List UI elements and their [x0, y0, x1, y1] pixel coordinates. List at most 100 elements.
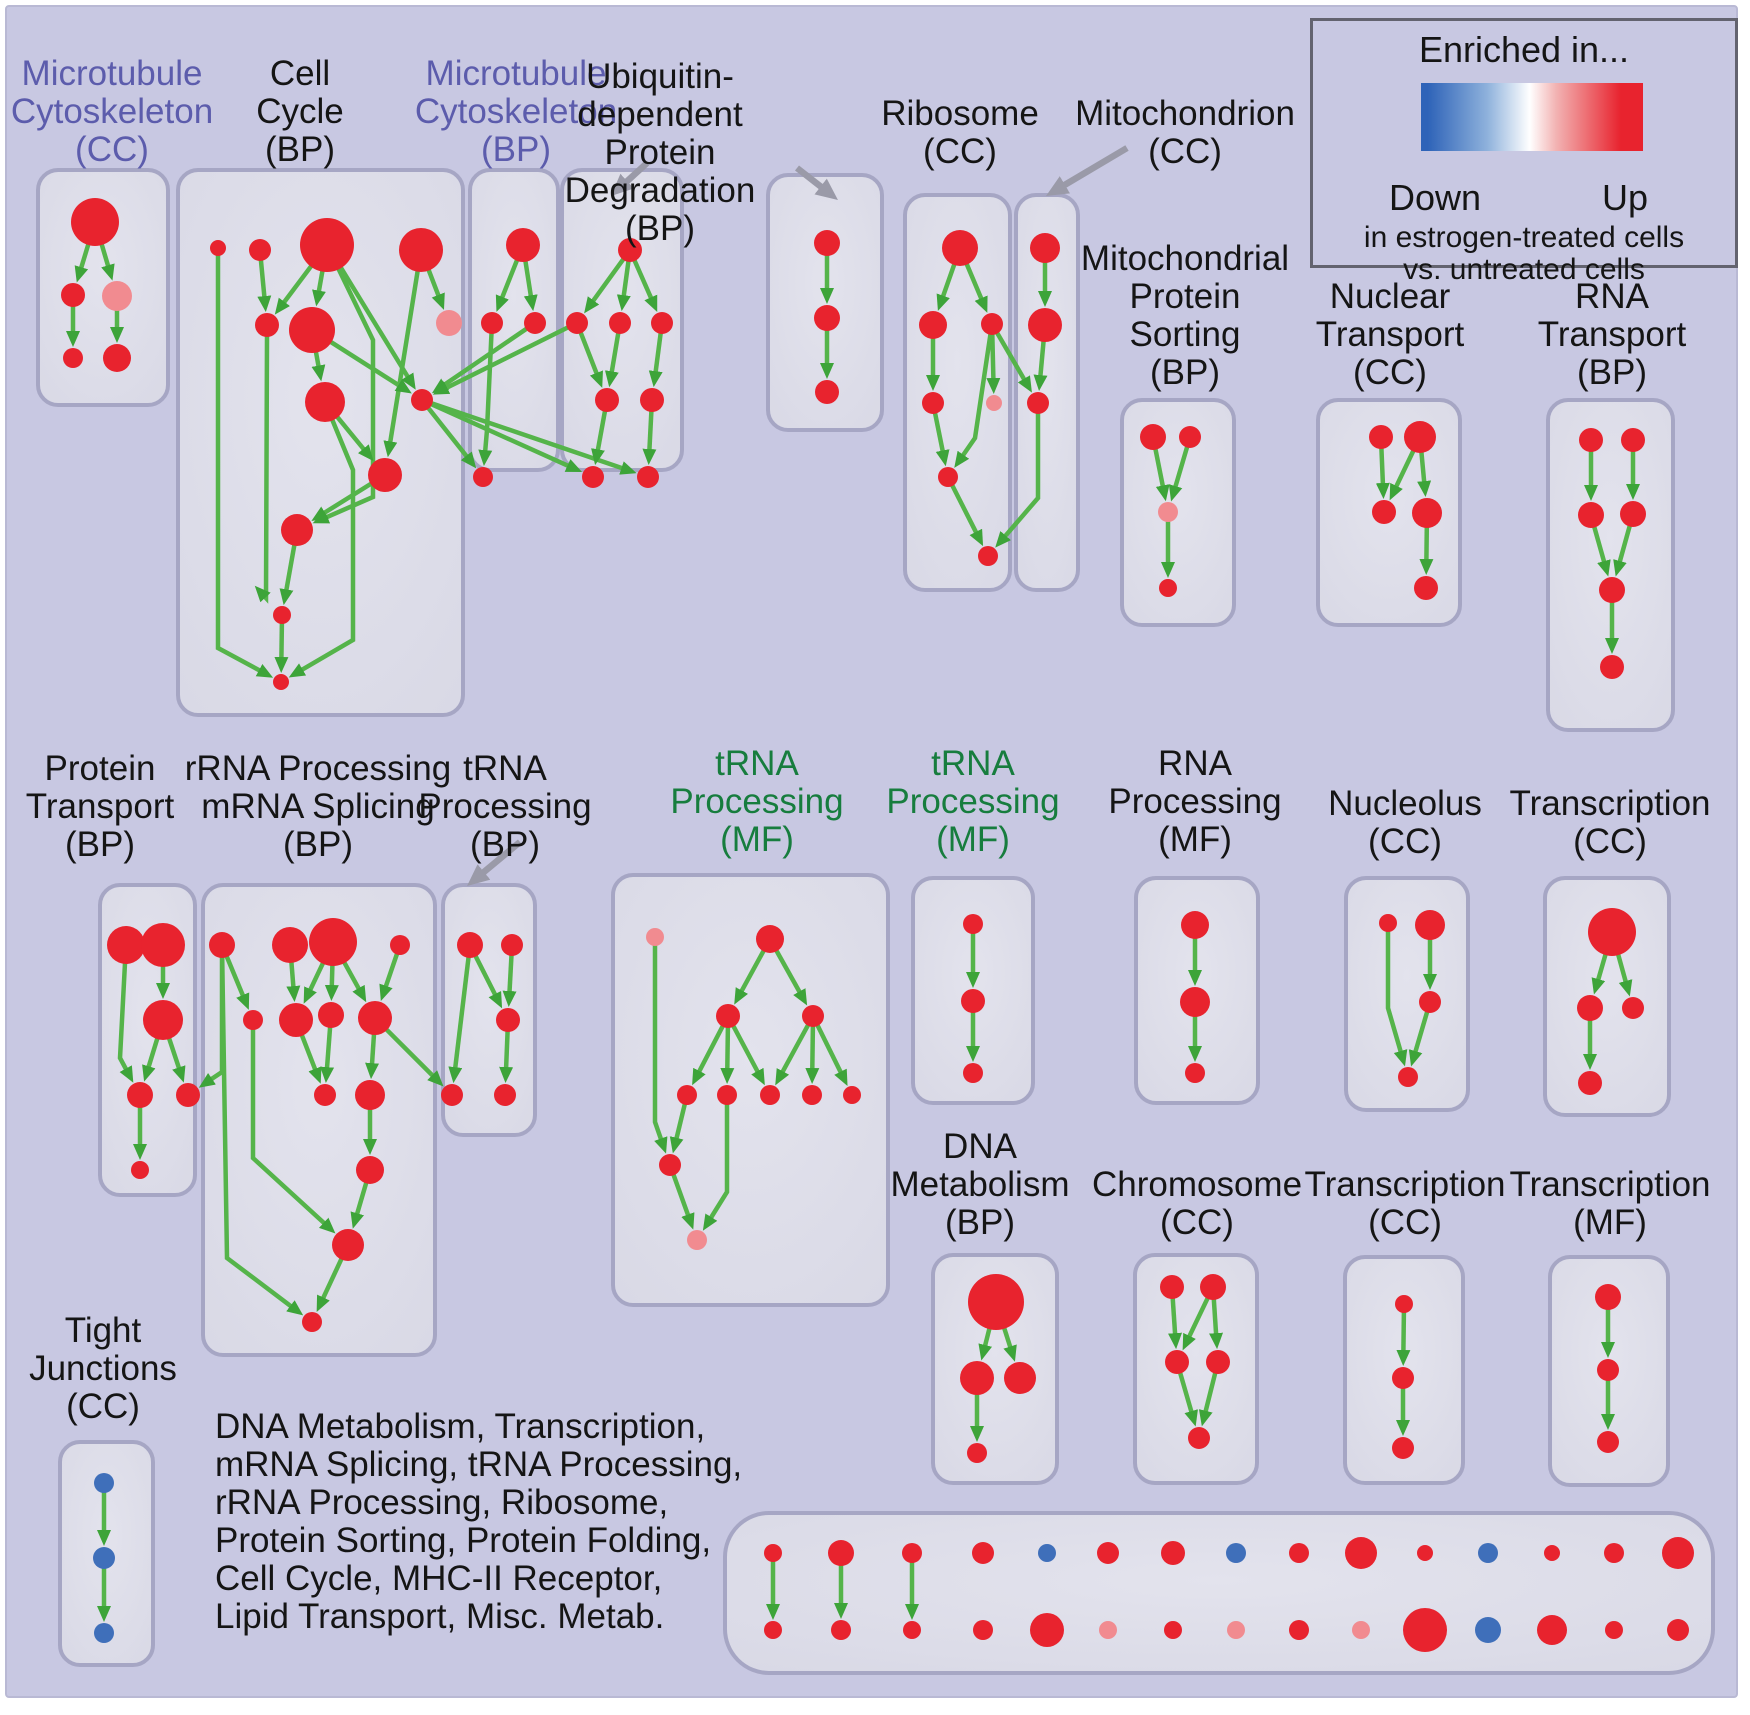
edge-tc2.0-tc2.1 — [1591, 953, 1608, 995]
node-tmf-2 — [1597, 1431, 1619, 1453]
node-bb-11 — [1478, 1543, 1498, 1563]
edge-pt.2-pt.3 — [142, 1037, 160, 1082]
node-rib-0 — [942, 230, 978, 266]
node-rib-3 — [922, 392, 944, 414]
node-bb-2 — [902, 1543, 922, 1563]
node-tmf-1 — [1597, 1359, 1619, 1381]
node-tm2-0 — [963, 914, 983, 934]
node-bb-27 — [1537, 1615, 1567, 1645]
edge-cc.0-cc.12 — [215, 255, 274, 678]
edge-rib.2-mito.2 — [995, 331, 1032, 393]
node-tc2-0 — [1588, 908, 1636, 956]
node-rt-3 — [1620, 501, 1646, 527]
edge-ubiq1.0-ubiq1.3 — [632, 259, 658, 313]
node-rt-0 — [1579, 428, 1603, 452]
edge-rrna.6-rrna.8 — [320, 1026, 335, 1084]
cluster-box-bb — [723, 1511, 1715, 1675]
edge-tc2.0-tc2.2 — [1615, 953, 1633, 997]
edge-ubiq1.4-ubiq1.6 — [591, 410, 608, 466]
node-mtbp-1 — [481, 312, 503, 334]
edge-rib.3-rib.5 — [932, 412, 950, 467]
node-tm1-7 — [802, 1085, 822, 1105]
node-bb-8 — [1289, 1543, 1309, 1563]
edge-rrna.1-rrna.5 — [286, 961, 301, 1003]
edge-tm1.4-tm1.9 — [669, 1103, 688, 1154]
node-rrna-7 — [358, 1001, 392, 1035]
node-trnabp-2 — [496, 1008, 520, 1032]
edge-rrna.7-rrna.9 — [365, 1033, 380, 1080]
node-bb-14 — [1662, 1537, 1694, 1569]
node-pt-2 — [143, 1000, 183, 1040]
node-bb-0 — [764, 1544, 782, 1562]
node-cc-2 — [300, 218, 354, 272]
node-ubiq1-0 — [618, 238, 642, 262]
edge-ubiq1.2-ubiq1.4 — [604, 332, 621, 388]
node-bb-18 — [973, 1620, 993, 1640]
cluster-box-cc — [176, 168, 465, 717]
node-tc3-2 — [1392, 1437, 1414, 1459]
node-rib-4 — [986, 395, 1002, 411]
node-dm-0 — [968, 1274, 1024, 1330]
node-pt-1 — [141, 923, 185, 967]
node-rib-6 — [978, 546, 998, 566]
node-bb-5 — [1097, 1542, 1119, 1564]
legend-up-label: Up — [1601, 177, 1649, 218]
node-mtbp-3 — [473, 467, 493, 487]
node-tc2-1 — [1577, 995, 1603, 1021]
node-cc-8 — [411, 389, 433, 411]
footnote-text: DNA Metabolism, Transcription, mRNA Spli… — [215, 1407, 743, 1636]
node-ubiq1-1 — [566, 312, 588, 334]
edge-rib.0-rib.1 — [936, 263, 957, 311]
node-nuc-3 — [1398, 1067, 1418, 1087]
edge-pt.2-pt.4 — [166, 1037, 186, 1083]
edge-cc.3-cc.6 — [426, 268, 445, 310]
node-rrna-5 — [279, 1003, 313, 1037]
edge-cc.7-cc.12 — [288, 418, 356, 678]
node-tm1-9 — [659, 1154, 681, 1176]
node-dm-1 — [960, 1361, 994, 1395]
node-dm-2 — [1004, 1362, 1036, 1394]
node-bb-22 — [1227, 1621, 1245, 1639]
cluster-box-tc2 — [1543, 876, 1671, 1117]
node-ubiq1-3 — [651, 312, 673, 334]
edge-tm1.3-tm1.7 — [805, 1025, 820, 1084]
node-tj-2 — [94, 1623, 114, 1643]
edge-ubiq1.1-ubiq1.4 — [578, 331, 603, 388]
node-bb-23 — [1289, 1620, 1309, 1640]
node-mito-2 — [1027, 392, 1049, 414]
trna-bp-label-arrow — [467, 839, 523, 886]
edge-rrna.0-rrna.4 — [224, 955, 250, 1010]
node-tm1-10 — [687, 1230, 707, 1250]
edge-ubiq1.1-cc.8 — [432, 325, 570, 395]
node-nt-3 — [1412, 498, 1442, 528]
node-rib-2 — [981, 313, 1003, 335]
node-nt-1 — [1404, 421, 1436, 453]
edge-cc.4-cc.11 — [254, 335, 271, 604]
node-bb-29 — [1667, 1619, 1689, 1641]
node-tc2-3 — [1578, 1071, 1602, 1095]
node-rrna-10 — [356, 1156, 384, 1184]
node-bb-4 — [1038, 1544, 1056, 1562]
edge-cc.5-cc.7 — [311, 351, 326, 382]
node-rp-2 — [1185, 1063, 1205, 1083]
node-pt-5 — [131, 1161, 149, 1179]
node-bb-16 — [831, 1620, 851, 1640]
node-cc-6 — [436, 310, 462, 336]
node-mps-2 — [1158, 502, 1178, 522]
node-rrna-4 — [243, 1010, 263, 1030]
node-rrna-6 — [318, 1002, 344, 1028]
node-mtbp-2 — [524, 312, 546, 334]
edge-rrna.2-rrna.7 — [342, 961, 367, 1003]
node-bb-19 — [1030, 1613, 1064, 1647]
node-nuc-2 — [1419, 991, 1441, 1013]
node-tm1-6 — [760, 1085, 780, 1105]
legend-subtitle-line2: vs. untreated cells — [1403, 253, 1645, 286]
node-tm1-5 — [717, 1085, 737, 1105]
edge-tm1.9-tm1.10 — [671, 1173, 695, 1230]
edge-nuc.0-nuc.3 — [1385, 931, 1408, 1067]
node-mtcc-1 — [61, 283, 85, 307]
node-rrna-3 — [390, 935, 410, 955]
edge-cc.5-cc.8 — [329, 339, 412, 394]
node-bb-21 — [1164, 1621, 1182, 1639]
edge-cc.8-ubiq1.6 — [430, 402, 583, 473]
